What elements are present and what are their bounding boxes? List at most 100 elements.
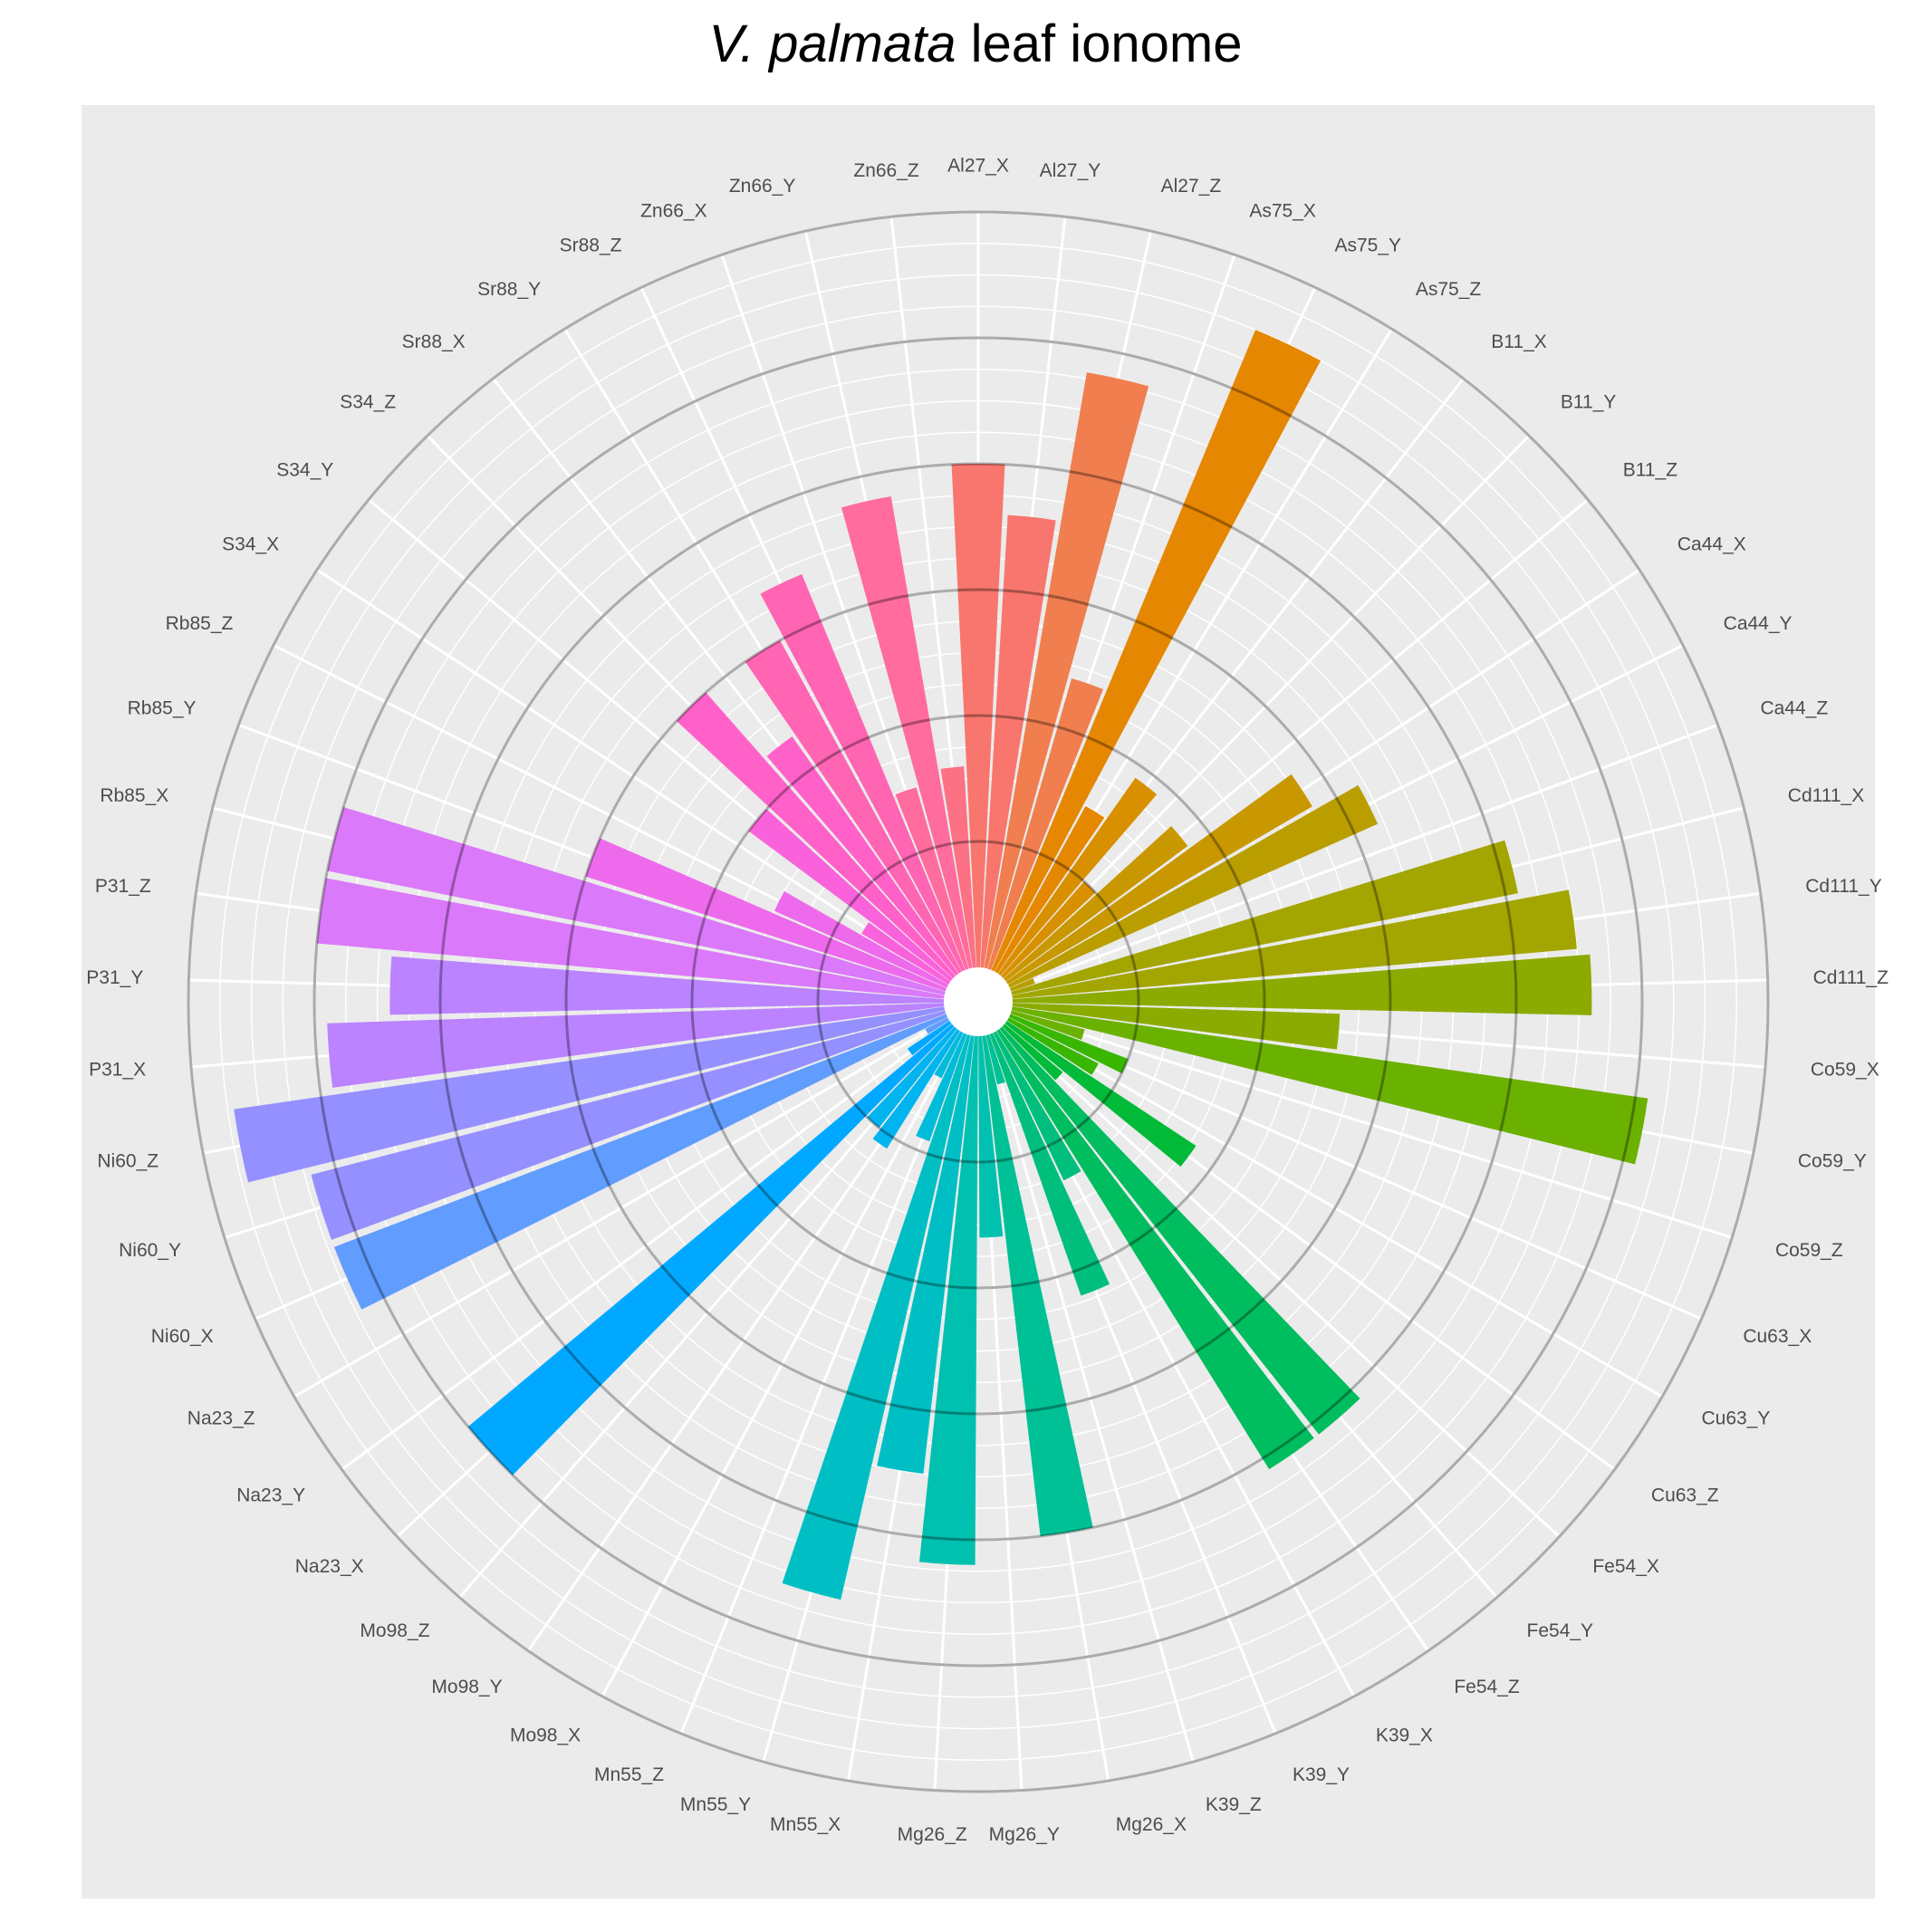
grid-spoke xyxy=(1007,1017,1663,1399)
category-label: As75_Y xyxy=(1334,235,1401,256)
category-label: S34_Y xyxy=(276,459,333,480)
bar-Cu63_X xyxy=(1008,1014,1129,1074)
category-label: Na23_X xyxy=(295,1556,364,1577)
grid-spoke xyxy=(1002,1024,1561,1538)
bar-P31_Y xyxy=(389,956,945,1015)
category-label: Ca44_Z xyxy=(1760,697,1828,718)
bar-Co59_Z xyxy=(1010,1010,1085,1040)
category-label: P31_Y xyxy=(86,967,143,988)
bar-P31_X xyxy=(327,1003,945,1088)
bar-Rb85_Y xyxy=(585,838,947,992)
category-label: P31_Z xyxy=(95,876,151,897)
category-label: S34_Z xyxy=(340,392,396,413)
category-label: K39_Z xyxy=(1206,1794,1262,1815)
grid-spoke xyxy=(601,1031,964,1697)
category-label: Ni60_Y xyxy=(119,1240,181,1261)
bar-Ni60_Y xyxy=(311,1010,947,1240)
bar-Mo98_X xyxy=(934,1031,964,1079)
major-rings xyxy=(187,210,1770,1793)
category-label: Zn66_Z xyxy=(853,160,919,181)
bar-Fe54_X xyxy=(1002,1024,1063,1081)
major-ring xyxy=(312,336,1644,1668)
bar-As75_Z xyxy=(995,805,1105,974)
bar-Ca44_X xyxy=(1005,774,1312,985)
category-label: Fe54_Z xyxy=(1454,1677,1520,1697)
bar-K39_X xyxy=(993,1031,1081,1181)
major-ring xyxy=(816,840,1140,1164)
category-label: Cd111_X xyxy=(1788,785,1864,806)
category-label: Mo98_Z xyxy=(360,1620,429,1641)
category-label: Zn66_Y xyxy=(729,176,796,197)
category-label: Na23_Y xyxy=(236,1485,305,1506)
bar-Cu63_Z xyxy=(1004,1020,1197,1167)
bar-Sr88_Y xyxy=(745,640,962,974)
bar-Co59_Y xyxy=(1011,1006,1648,1165)
major-ring xyxy=(564,588,1392,1416)
category-label: Mo98_Y xyxy=(431,1677,502,1697)
grid-spoke xyxy=(293,1017,949,1399)
bar-Zn66_X xyxy=(895,787,969,970)
category-label: Al27_Z xyxy=(1161,176,1222,197)
bar-Mo98_Y xyxy=(872,1029,960,1149)
category-label: B11_Y xyxy=(1561,392,1617,413)
category-label: Co59_X xyxy=(1811,1060,1879,1081)
category-label: Cu63_X xyxy=(1743,1326,1812,1347)
bar-B11_Y xyxy=(1001,881,1096,979)
bar-Cd111_X xyxy=(1011,840,1518,995)
bar-S34_Y xyxy=(748,809,953,982)
bar-Ni60_Z xyxy=(234,1006,946,1183)
bar-Na23_X xyxy=(467,1024,955,1475)
bar-P31_Z xyxy=(316,878,945,999)
major-ring xyxy=(187,210,1770,1793)
bar-Cd111_Y xyxy=(1012,889,1577,999)
grid-spoke xyxy=(316,568,951,985)
chart-title-italic: V. palmata xyxy=(709,14,956,73)
chart-title: V. palmata leaf ionome xyxy=(709,14,1243,73)
bar-Zn66_Z xyxy=(940,766,976,968)
category-label: Ni60_Z xyxy=(97,1150,159,1171)
category-label: Mg26_X xyxy=(1116,1814,1187,1835)
category-label: Cd111_Z xyxy=(1813,967,1889,988)
bar-Mn55_X xyxy=(877,1035,975,1474)
category-label: Sr88_Z xyxy=(560,235,622,256)
major-ring xyxy=(690,714,1266,1290)
major-ring xyxy=(438,462,1518,1542)
bars xyxy=(234,330,1648,1600)
bar-Mg26_Y xyxy=(978,1035,1004,1238)
category-label: Ca44_Y xyxy=(1724,613,1793,634)
category-label: Al27_Y xyxy=(1040,160,1101,181)
grid-spoke xyxy=(679,1033,967,1735)
category-label: Co59_Z xyxy=(1775,1240,1843,1261)
category-label: As75_X xyxy=(1249,201,1316,222)
bar-K39_Y xyxy=(989,1033,1110,1296)
category-label: Sr88_Y xyxy=(477,279,541,300)
bar-Na23_Y xyxy=(907,1020,952,1056)
bar-Fe54_Y xyxy=(999,1026,1360,1435)
category-label: Rb85_Z xyxy=(166,613,234,634)
category-label: Rb85_X xyxy=(100,785,168,806)
category-label: Fe54_Y xyxy=(1527,1620,1594,1641)
bar-Al27_Z xyxy=(984,372,1149,969)
bar-Cd111_Z xyxy=(1012,954,1592,1015)
category-label: B11_X xyxy=(1491,332,1547,352)
category-label: Co59_Y xyxy=(1798,1150,1867,1171)
bar-B11_X xyxy=(997,777,1158,976)
category-label: Mg26_Y xyxy=(989,1824,1060,1845)
category-label: Cu63_Y xyxy=(1701,1408,1770,1429)
grid-spoke xyxy=(1010,723,1719,992)
bar-Mn55_Y xyxy=(782,1034,971,1600)
category-label: Ni60_X xyxy=(151,1326,214,1347)
chart-title-regular: leaf ionome xyxy=(956,14,1242,73)
category-label: P31_X xyxy=(89,1060,146,1081)
bar-S34_Z xyxy=(676,692,956,979)
grid-spoke xyxy=(341,1021,952,1471)
category-label: Cd111_Y xyxy=(1805,876,1881,897)
bar-Al27_Y xyxy=(980,514,1056,968)
category-label: Na23_Z xyxy=(187,1408,255,1429)
bar-S34_X xyxy=(861,922,951,985)
bar-Rb85_Z xyxy=(774,890,948,988)
grid-spoke xyxy=(985,1034,1195,1763)
bar-As75_Y xyxy=(991,330,1322,972)
bar-K39_Z xyxy=(985,1034,1005,1085)
